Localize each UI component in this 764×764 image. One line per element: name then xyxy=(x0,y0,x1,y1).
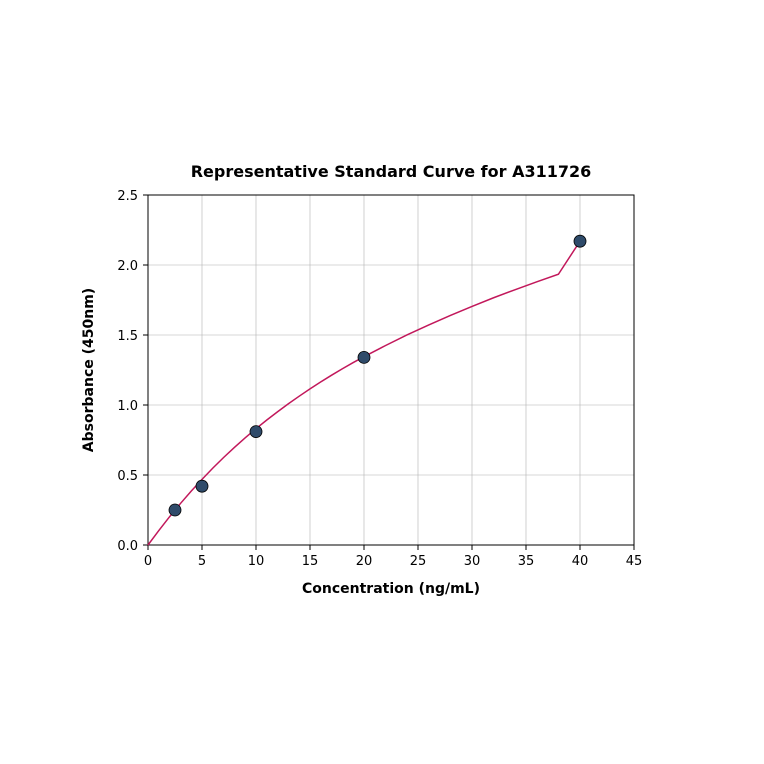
data-point xyxy=(169,504,181,516)
x-tick-label: 5 xyxy=(198,554,206,569)
y-tick-label: 1.0 xyxy=(117,399,138,414)
data-point xyxy=(250,426,262,438)
y-tick-label: 2.5 xyxy=(117,189,138,204)
x-tick-label: 35 xyxy=(518,554,535,569)
x-tick-label: 15 xyxy=(302,554,319,569)
chart-container: 0 5 10 15 20 25 30 35 40 45 0.0 0.5 1.0 1.5 2.0 2.5 Conc… xyxy=(0,0,764,764)
x-axis-label: Concentration (ng/mL) xyxy=(302,581,480,597)
x-tick-label: 10 xyxy=(248,554,265,569)
data-point xyxy=(196,480,208,492)
y-tick-label: 0.0 xyxy=(117,539,138,554)
y-tick-label: 1.5 xyxy=(117,329,138,344)
x-tick-label: 45 xyxy=(626,554,643,569)
x-tick-label: 0 xyxy=(144,554,152,569)
x-tick-label: 40 xyxy=(572,554,589,569)
y-axis-label: Absorbance (450nm) xyxy=(81,288,97,452)
figure-bg xyxy=(0,0,764,764)
y-tick-label: 2.0 xyxy=(117,259,138,274)
x-tick-label: 25 xyxy=(410,554,427,569)
y-tick-label: 0.5 xyxy=(117,469,138,484)
data-point xyxy=(358,351,370,363)
data-point xyxy=(574,235,586,247)
chart-title: Representative Standard Curve for A31172… xyxy=(191,162,592,181)
x-tick-label: 20 xyxy=(356,554,373,569)
x-tick-label: 30 xyxy=(464,554,481,569)
chart-svg: 0 5 10 15 20 25 30 35 40 45 0.0 0.5 1.0 1.5 2.0 2.5 Conc… xyxy=(0,0,764,764)
